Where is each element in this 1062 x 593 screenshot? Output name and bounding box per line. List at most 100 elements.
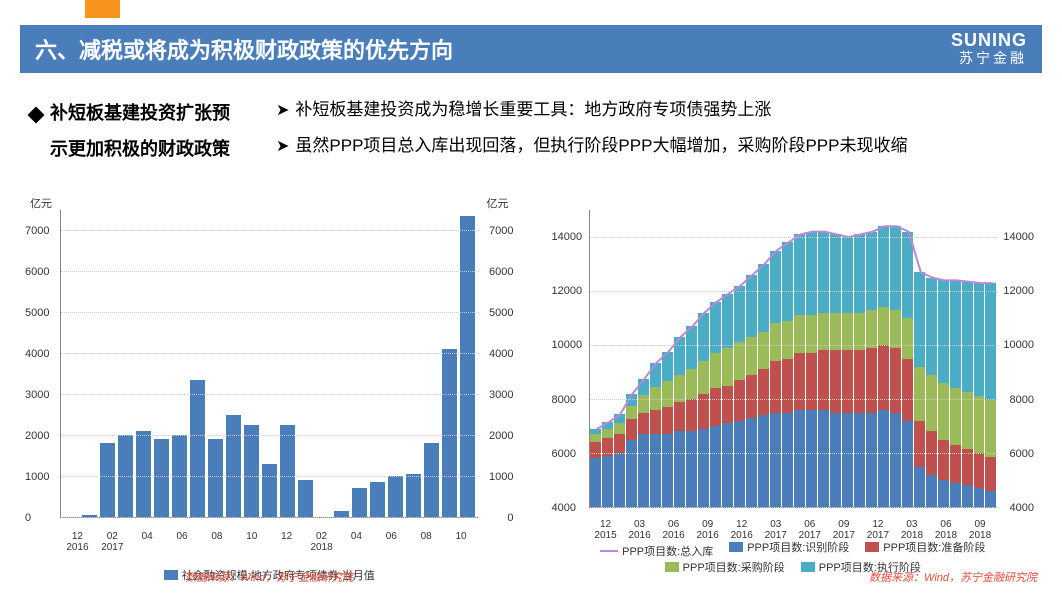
bar-segment xyxy=(902,359,913,421)
y-tick: 12000 xyxy=(1003,285,1034,297)
bar xyxy=(100,443,115,517)
stacked-bar xyxy=(854,234,865,507)
bar-segment xyxy=(614,414,625,423)
logo-en: SUNING xyxy=(951,31,1027,51)
y-tick: 1000 xyxy=(489,471,513,483)
x-tick: 122016 xyxy=(725,519,759,541)
bar-segment xyxy=(722,294,733,348)
bar-segment xyxy=(902,318,913,358)
stacked-bar xyxy=(818,232,829,507)
chart2-plot xyxy=(589,210,998,508)
stacked-bar xyxy=(662,352,673,507)
arrow-icon: ➤ xyxy=(276,136,289,156)
y-tick: 14000 xyxy=(552,231,583,243)
bar-segment xyxy=(650,363,661,387)
bar-segment xyxy=(962,449,973,485)
x-tick: 06 xyxy=(374,531,409,553)
bar-segment xyxy=(782,321,793,359)
bar xyxy=(244,425,259,517)
legend-item: PPP项目数:总入库 xyxy=(600,543,713,559)
bar-segment xyxy=(878,307,889,345)
x-tick: 04 xyxy=(130,531,165,553)
bar-segment xyxy=(626,419,637,439)
stacked-bar xyxy=(914,272,925,507)
title-bar: 六、减税或将成为积极财政政策的优先方向 SUNING 苏宁金融 xyxy=(20,25,1042,73)
bar-segment xyxy=(638,395,649,413)
bar-segment xyxy=(830,234,841,312)
bar-segment xyxy=(770,361,781,412)
stacked-bar xyxy=(710,302,721,507)
bar xyxy=(154,439,169,517)
bar-segment xyxy=(902,232,913,318)
stacked-bar xyxy=(602,422,613,507)
bar-segment xyxy=(806,232,817,316)
stacked-bar xyxy=(806,232,817,507)
bar-segment xyxy=(734,342,745,380)
bar-segment xyxy=(734,286,745,343)
bar-segment xyxy=(962,485,973,507)
x-tick: 062017 xyxy=(793,519,827,541)
y-tick: 0 xyxy=(507,512,513,524)
content-header: 补短板基建投资扩张预 ➤补短板基建投资成为稳增长重要工具：地方政府专项债强势上涨… xyxy=(30,95,1042,167)
y-tick: 14000 xyxy=(1003,231,1034,243)
legend-label: PPP项目数:准备阶段 xyxy=(883,539,985,555)
y-tick: 5000 xyxy=(489,307,513,319)
bar-segment xyxy=(614,423,625,434)
bar-segment xyxy=(914,421,925,467)
bar-segment xyxy=(746,275,757,337)
bar-segment xyxy=(722,386,733,424)
stacked-bar xyxy=(674,337,685,507)
y-tick: 7000 xyxy=(25,225,49,237)
source-2: 数据来源：Wind，苏宁金融研究院 xyxy=(869,569,1037,585)
bar-segment xyxy=(950,388,961,445)
bar-segment xyxy=(650,410,661,434)
stacked-bar xyxy=(985,283,996,507)
y-tick: 8000 xyxy=(1010,394,1034,406)
stacked-bar xyxy=(782,242,793,507)
y-tick: 4000 xyxy=(552,502,576,514)
legend-label: PPP项目数:采购阶段 xyxy=(683,559,785,575)
logo-cn: 苏宁金融 xyxy=(951,51,1027,66)
bar-segment xyxy=(710,426,721,507)
bar-segment xyxy=(770,251,781,324)
bar-segment xyxy=(710,388,721,426)
bar-segment xyxy=(985,491,996,507)
y-tick: 0 xyxy=(25,512,31,524)
legend-item: PPP项目数:准备阶段 xyxy=(865,539,985,555)
bar-segment xyxy=(590,442,601,458)
bar-segment xyxy=(938,280,949,383)
bar xyxy=(370,482,385,517)
bar-segment xyxy=(950,483,961,507)
bar-segment xyxy=(962,282,973,393)
bar-segment xyxy=(854,234,865,312)
bar-segment xyxy=(746,375,757,418)
x-tick: 022018 xyxy=(304,531,339,553)
bar xyxy=(190,380,205,517)
bar-segment xyxy=(590,458,601,507)
stacked-bar xyxy=(614,414,625,507)
y-tick: 3000 xyxy=(25,389,49,401)
bar-segment xyxy=(662,352,673,382)
x-tick: 122017 xyxy=(861,519,895,541)
bar xyxy=(136,431,151,517)
y-tick: 6000 xyxy=(552,448,576,460)
stacked-bar xyxy=(902,232,913,507)
bar-segment xyxy=(974,453,985,488)
bar-segment xyxy=(758,264,769,332)
y-tick: 6000 xyxy=(489,266,513,278)
bar-segment xyxy=(830,413,841,507)
bar-segment xyxy=(950,445,961,483)
bar-segment xyxy=(686,326,697,369)
bar xyxy=(424,443,439,517)
bar-segment xyxy=(794,315,805,353)
bar-segment xyxy=(914,467,925,507)
bar-segment xyxy=(782,413,793,507)
y-tick: 10000 xyxy=(552,339,583,351)
x-tick: 04 xyxy=(339,531,374,553)
bar-segment xyxy=(782,359,793,413)
bullet-2: 虽然PPP项目总入库出现回落，但执行阶段PPP大幅增加，采购阶段PPP未现收缩 xyxy=(295,136,907,155)
bar xyxy=(352,488,367,517)
stacked-bar xyxy=(890,226,901,507)
x-tick: 08 xyxy=(409,531,444,553)
bar-segment xyxy=(722,423,733,507)
